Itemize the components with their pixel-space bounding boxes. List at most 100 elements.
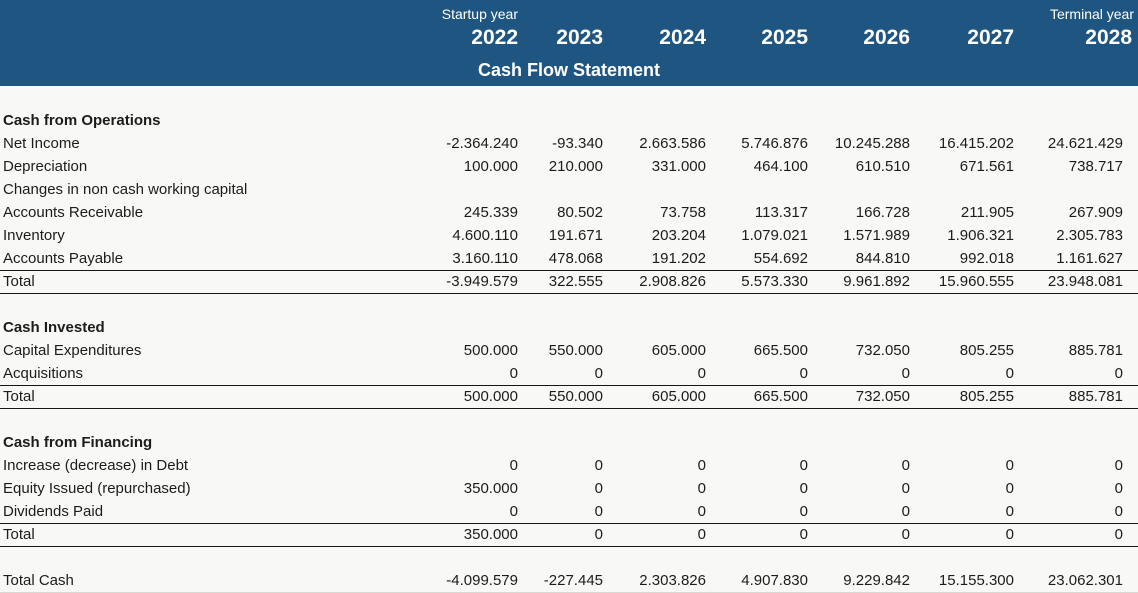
cell-value: 671.561 — [959, 158, 1014, 175]
cell-value: 15.155.300 — [938, 572, 1014, 589]
year-2023: 2023 — [518, 22, 603, 54]
blank-cell — [0, 86, 1138, 109]
table-row: Total 500.000 550.000 605.000 665.500 732.050… — [0, 385, 1138, 409]
cell-value: 0 — [706, 500, 808, 524]
cell-value — [430, 316, 518, 339]
cell-value: 5.746.876 — [741, 135, 808, 152]
cell-value — [518, 316, 603, 339]
year-header-row: 2022 2023 2024 2025 2026 2027 2028 — [0, 22, 1138, 54]
cell-value — [518, 178, 603, 201]
header-empty-cell — [518, 0, 1014, 22]
cell-value — [910, 109, 1014, 132]
cell-value: 211.905 — [960, 204, 1014, 221]
year-2027: 2027 — [910, 22, 1014, 54]
startup-year-label: Startup year — [430, 0, 518, 22]
row-label: Net Income — [3, 135, 80, 152]
cell-value: 73.758 — [660, 204, 706, 221]
cell-value: 665.500 — [753, 342, 808, 359]
year-2022: 2022 — [430, 22, 518, 54]
table-row: Accounts Receivable 245.339 80.502 73.758 11… — [0, 201, 1138, 224]
table-row: Total -3.949.579 322.555 2.908.826 5.573.330… — [0, 270, 1138, 294]
header-labels-row: Startup year Terminal year — [0, 0, 1138, 22]
cell-value — [518, 109, 603, 132]
cell-value: 844.810 — [808, 247, 910, 271]
cell-value: 605.000 — [603, 385, 706, 409]
cell-value: 0 — [808, 523, 910, 547]
cell-value: 1.161.627 — [1014, 247, 1123, 271]
table-row: Total Cash -4.099.579 -227.445 2.303.826 4.9… — [0, 569, 1138, 592]
cell-value: 550.000 — [548, 342, 603, 359]
cell-value: 331.000 — [651, 158, 706, 175]
section-header-row: Cash Invested — [0, 316, 1138, 339]
cell-value — [706, 178, 808, 201]
cell-value: 23.062.301 — [1047, 572, 1123, 589]
spacer-cell — [1123, 132, 1138, 155]
cell-value: 0 — [430, 362, 518, 386]
blank-row — [0, 86, 1138, 109]
cell-value: 0 — [1114, 457, 1123, 474]
cell-value: 1.079.021 — [741, 227, 808, 244]
cell-value — [430, 431, 518, 454]
blank-row — [0, 546, 1138, 569]
cell-value: 1.906.321 — [947, 227, 1014, 244]
cell-value: 0 — [603, 362, 706, 386]
spacer-cell — [1123, 247, 1138, 271]
spacer-cell — [1123, 178, 1138, 201]
cell-value: 15.960.555 — [910, 270, 1014, 294]
spacer-cell — [1123, 362, 1138, 386]
spacer-cell — [1123, 569, 1138, 592]
section-title: Cash Invested — [3, 319, 105, 336]
blank-cell — [0, 293, 1138, 316]
table-row: Depreciation 100.000 210.000 331.000 464.100… — [0, 155, 1138, 178]
year-2026: 2026 — [808, 22, 910, 54]
spacer-cell — [1123, 109, 1138, 132]
blank-row — [0, 408, 1138, 431]
statement-title: Cash Flow Statement — [0, 54, 1138, 86]
cell-value — [808, 431, 910, 454]
cell-value — [706, 109, 808, 132]
cell-value: 0 — [910, 362, 1014, 386]
cell-value: 0 — [1014, 500, 1123, 524]
cell-value: 0 — [910, 500, 1014, 524]
spacer-cell — [1123, 155, 1138, 178]
cell-value — [603, 109, 706, 132]
table-row: Increase (decrease) in Debt 0 0 0 0 0 0 0 — [0, 454, 1138, 477]
table-row: Inventory 4.600.110 191.671 203.204 1.079.02… — [0, 224, 1138, 247]
cell-value — [603, 178, 706, 201]
row-label: Dividends Paid — [0, 500, 430, 524]
cell-value: 805.255 — [910, 385, 1014, 409]
cell-value: 0 — [518, 362, 603, 386]
cell-value: -2.364.240 — [446, 135, 518, 152]
row-label: Accounts Receivable — [3, 204, 144, 221]
cell-value — [808, 109, 910, 132]
cell-value: 0 — [1014, 523, 1123, 547]
cell-value: 0 — [808, 362, 910, 386]
cell-value: 191.202 — [603, 247, 706, 271]
cell-value: 2.908.826 — [603, 270, 706, 294]
blank-cell — [0, 408, 1138, 431]
cell-value: 0 — [808, 500, 910, 524]
header-empty-cell — [0, 22, 430, 54]
spacer-cell — [1123, 431, 1138, 454]
row-label: Capital Expenditures — [3, 342, 142, 359]
cell-value: 0 — [697, 480, 706, 497]
cell-value: 23.948.081 — [1014, 270, 1123, 294]
cell-value: 885.781 — [1068, 342, 1123, 359]
cell-value: 0 — [430, 500, 518, 524]
spacer-cell — [1123, 339, 1138, 362]
spacer-cell — [1123, 385, 1138, 409]
cell-value: 0 — [901, 480, 910, 497]
cell-value: 1.571.989 — [843, 227, 910, 244]
table-row: Capital Expenditures 500.000 550.000 605.00… — [0, 339, 1138, 362]
cell-value: 0 — [1114, 480, 1123, 497]
cell-value: 24.621.429 — [1047, 135, 1123, 152]
cell-value: 0 — [910, 523, 1014, 547]
cell-value: 2.305.783 — [1056, 227, 1123, 244]
cell-value: 9.229.842 — [843, 572, 910, 589]
cell-value: 610.510 — [855, 158, 910, 175]
cell-value — [808, 178, 910, 201]
cell-value: 210.000 — [548, 158, 603, 175]
row-label: Accounts Payable — [0, 247, 430, 271]
cell-value: 0 — [901, 457, 910, 474]
